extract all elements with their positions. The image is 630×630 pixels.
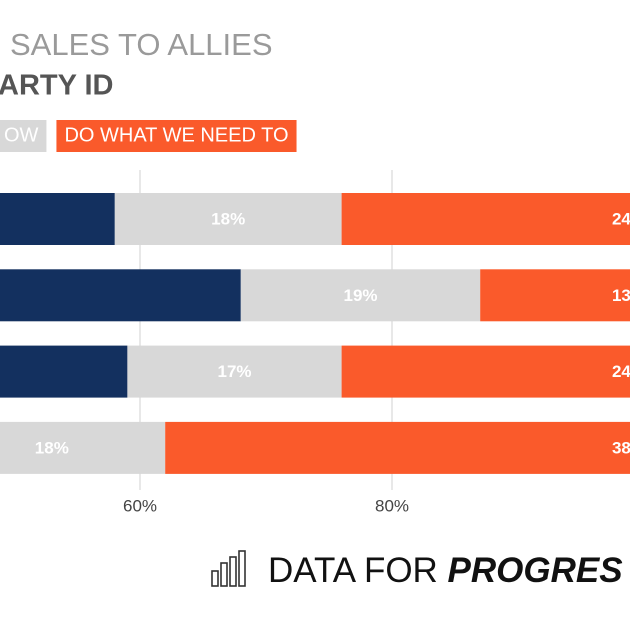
legend-swatch [0,120,47,152]
bar-segment [0,193,115,245]
legend-swatch [56,120,297,152]
bar-segment [341,345,630,398]
bar-segment [127,345,342,398]
bar-segment [480,269,630,322]
bar-segment [0,269,241,322]
data-label: 24% [612,362,630,381]
logo: DATA FOR PROGRES [211,550,623,590]
x-tick-label: 60% [123,496,157,515]
data-label: 18% [35,438,69,457]
logo-icon [211,550,246,587]
legend-item: DO WHAT WE NEED TO [56,120,297,152]
x-tick-label: 80% [375,496,409,515]
bar-segment [165,421,630,474]
bar-segment [0,345,128,398]
bar-segment [341,193,630,245]
logo-text: DATA FOR PROGRES [268,551,623,590]
data-label: 24% [612,209,630,228]
bar-segment [240,269,481,322]
legend-label: DO WHAT WE NEED TO [64,124,288,146]
logo-bold: PROGRES [448,551,623,590]
legend-label: OW [4,124,39,146]
data-label: 13% [612,286,630,305]
data-label: 19% [343,286,377,305]
chart-title: SALES TO ALLIES [10,27,273,62]
logo-light: DATA FOR [268,551,448,590]
data-label: 38% [612,438,630,457]
chart-subtitle: ARTY ID [0,70,113,102]
legend-item: OW [0,120,47,152]
data-label: 18% [211,209,245,228]
bar-segment [0,421,166,474]
bar-segment [114,193,342,245]
data-label: 17% [217,362,251,381]
